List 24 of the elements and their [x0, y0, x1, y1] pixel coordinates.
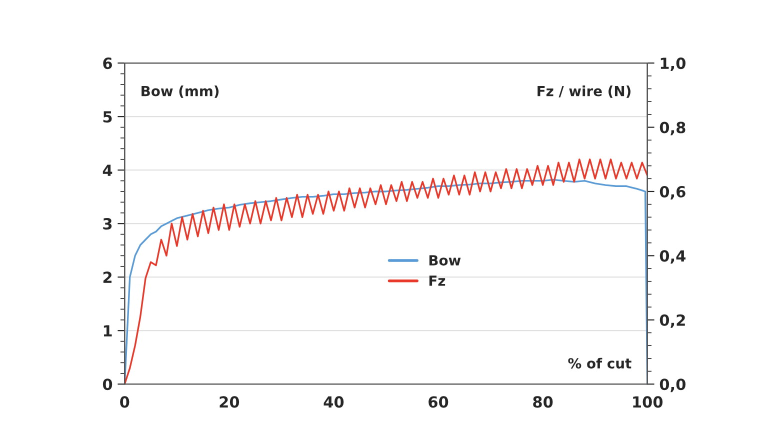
x-tick-label: 60: [428, 396, 448, 408]
x-axis-title: % of cut: [568, 358, 632, 369]
y2-tick-label: 0,4: [660, 250, 686, 264]
y2-tick-label: 0,8: [660, 122, 686, 136]
x-tick-label: 0: [120, 396, 130, 408]
x-tick-label: 20: [220, 396, 240, 408]
x-tick-label: 100: [633, 396, 663, 408]
y-tick-label: 6: [103, 58, 112, 70]
y-tick-label: 1: [104, 325, 112, 336]
y2-tick-label: 0,0: [660, 378, 686, 392]
x-tick-label: 80: [533, 396, 553, 408]
y-axis-title: Bow (mm): [142, 86, 219, 98]
y2-tick-label: 1,0: [660, 58, 686, 72]
y-tick-label: 4: [102, 164, 112, 176]
y2-axis-title: Fz / wire (N): [538, 86, 630, 98]
legend-label: Bow: [429, 255, 461, 266]
legend-label: Fz: [429, 276, 446, 286]
y-tick-label: 0: [102, 378, 112, 390]
y-tick-label: 5: [103, 111, 112, 123]
y-tick-label: 3: [103, 218, 112, 230]
x-tick-label: 40: [324, 396, 344, 408]
y2-tick-label: 0,6: [660, 186, 686, 200]
y-tick-label: 2: [103, 272, 112, 283]
y2-tick-label: 0,2: [660, 314, 685, 328]
